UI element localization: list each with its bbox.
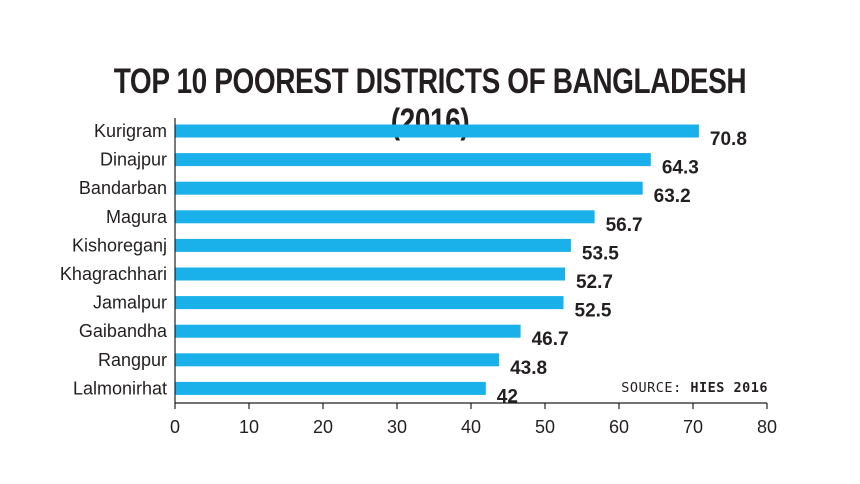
- value-label: 70.8: [710, 129, 747, 150]
- x-tick-label: 10: [239, 417, 259, 437]
- bar: [175, 381, 486, 395]
- value-label: 64.3: [662, 158, 699, 179]
- source-name: HIES 2016: [690, 380, 768, 396]
- category-label: Lalmonirhat: [73, 378, 167, 398]
- category-label: Khagrachhari: [60, 264, 167, 284]
- x-tick-label: 30: [387, 417, 407, 437]
- x-tick-label: 80: [757, 417, 777, 437]
- value-label: 56.7: [606, 215, 643, 236]
- category-label: Dinajpur: [100, 150, 167, 170]
- chart-title: TOP 10 POOREST DISTRICTS OF BANGLADESH (…: [113, 62, 747, 141]
- bar: [175, 153, 651, 167]
- bar: [175, 296, 564, 310]
- category-label: Magura: [106, 207, 168, 227]
- bar: [175, 353, 500, 367]
- value-label: 46.7: [532, 329, 569, 350]
- value-label: 53.5: [582, 243, 619, 264]
- source-label: SOURCE:: [621, 380, 682, 396]
- value-label: 52.5: [575, 301, 612, 322]
- category-label: Jamalpur: [93, 293, 167, 313]
- x-tick-label: 60: [609, 417, 629, 437]
- bar: [175, 267, 565, 281]
- x-tick-label: 20: [313, 417, 333, 437]
- x-tick-label: 0: [170, 417, 180, 437]
- value-label: 63.2: [654, 186, 691, 207]
- bar: [175, 324, 521, 338]
- category-label: Kishoreganj: [72, 235, 167, 255]
- bar: [175, 181, 643, 195]
- bar: [175, 124, 699, 138]
- bar: [175, 238, 571, 252]
- x-tick-label: 70: [683, 417, 703, 437]
- bar: [175, 210, 595, 224]
- category-label: Bandarban: [79, 178, 167, 198]
- value-label: 43.8: [510, 358, 547, 379]
- category-label: Gaibandha: [79, 321, 168, 341]
- category-label: Kurigram: [94, 121, 167, 141]
- source-note: SOURCE: HIES 2016: [621, 380, 768, 396]
- category-label: Rangpur: [98, 350, 167, 370]
- x-tick-label: 40: [461, 417, 481, 437]
- value-label: 42: [497, 386, 518, 407]
- x-tick-label: 50: [535, 417, 555, 437]
- value-label: 52.7: [576, 272, 613, 293]
